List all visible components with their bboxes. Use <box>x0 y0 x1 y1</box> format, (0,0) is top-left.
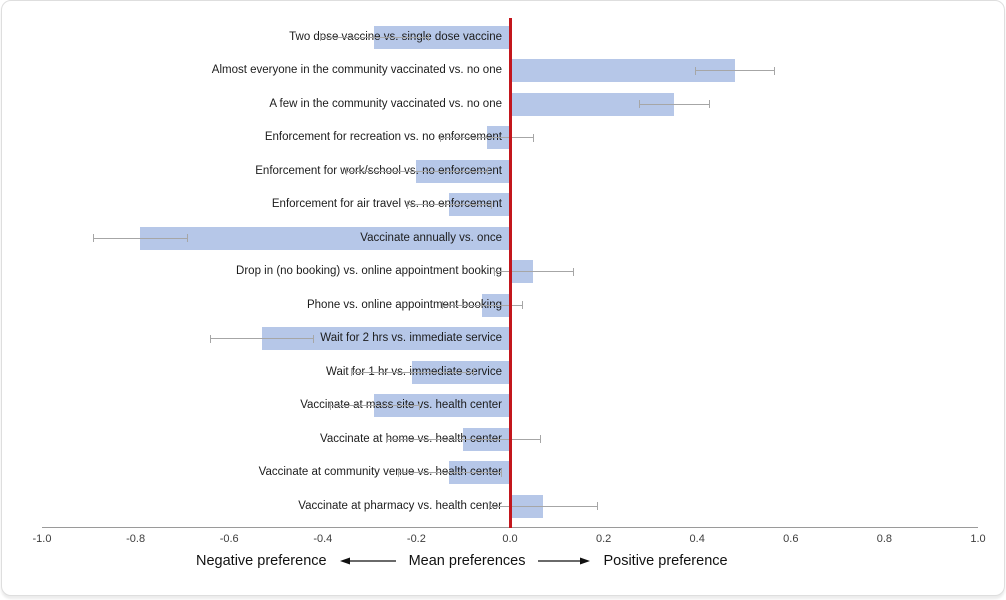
category-label: Phone vs. online appointment booking <box>306 298 502 311</box>
error-bar-cap <box>407 200 409 209</box>
error-bar-cap <box>187 234 189 242</box>
error-bar-cap <box>573 267 575 276</box>
error-bar-cap <box>320 33 322 41</box>
x-tick-label: 0.2 <box>595 532 612 545</box>
error-bar-cap <box>313 334 315 343</box>
error-bar <box>93 237 188 239</box>
error-bar-cap <box>428 33 430 41</box>
category-label: Almost everyone in the community vaccina… <box>211 64 502 76</box>
error-bar <box>694 70 775 71</box>
error-bar-cap <box>329 401 331 410</box>
x-tick-label: 0.4 <box>689 532 705 545</box>
error-bar-cap <box>540 435 542 443</box>
x-tick-label: -1.0 <box>32 532 52 545</box>
error-bar <box>439 137 534 138</box>
error-bar <box>493 271 574 272</box>
error-bar <box>329 405 419 406</box>
category-label: Enforcement for recreation vs. no enforc… <box>264 131 502 143</box>
error-bar-cap <box>708 100 710 108</box>
x-tick-label: -0.6 <box>219 532 239 545</box>
error-bar-cap <box>493 267 495 276</box>
x-tick-label: 0.6 <box>783 532 799 545</box>
error-bar-cap <box>385 435 387 443</box>
left-arrow-icon <box>339 557 396 565</box>
error-bar-cap <box>397 468 399 477</box>
error-bar-cap <box>472 368 474 376</box>
error-bar-cap <box>491 200 493 209</box>
error-bar <box>397 472 501 473</box>
error-bar <box>346 170 487 172</box>
x-tick-label: -0.8 <box>126 532 146 545</box>
bar <box>510 92 674 116</box>
x-tick-label: 1.0 <box>970 532 986 545</box>
category-label: Vaccinate annually vs. once <box>360 231 502 244</box>
error-bar <box>638 103 709 105</box>
error-bar <box>320 36 429 38</box>
error-bar-cap <box>346 167 348 175</box>
bar <box>374 25 510 49</box>
positive-preference-label: Positive preference <box>603 553 728 569</box>
axis-direction-legend: Negative preference Mean preferences Pos… <box>196 553 728 569</box>
category-label: Vaccinate at pharmacy vs. health center <box>298 499 502 512</box>
error-bar-cap <box>439 133 441 142</box>
error-bar-cap <box>521 301 523 309</box>
bar <box>510 59 735 82</box>
mean-preferences-label: Mean preferences <box>408 553 526 569</box>
error-bar-cap <box>694 66 696 75</box>
x-tick-label: -0.4 <box>313 532 333 545</box>
category-label: Vaccinate at community venue vs. health … <box>258 466 502 478</box>
negative-preference-label: Negative preference <box>196 553 327 569</box>
error-bar-cap <box>774 66 776 75</box>
right-arrow-icon <box>538 557 591 565</box>
error-bar-cap <box>93 234 95 242</box>
x-tick-label: 0.0 <box>502 532 518 545</box>
bar <box>261 327 510 350</box>
x-tick-label: 0.8 <box>876 532 893 545</box>
error-bar-cap <box>596 502 598 510</box>
bar <box>140 226 510 250</box>
category-label: Drop in (no booking) vs. online appointm… <box>236 265 502 277</box>
error-bar-cap <box>350 368 352 376</box>
x-tick-label: -0.2 <box>406 532 426 545</box>
error-bar <box>350 371 473 373</box>
category-label: Enforcement for air travel vs. no enforc… <box>271 198 502 210</box>
error-bar <box>407 204 492 205</box>
error-bar <box>385 438 541 440</box>
category-label: Wait for 2 hrs vs. immediate service <box>320 332 502 344</box>
error-bar <box>442 304 522 306</box>
error-bar-cap <box>486 167 488 175</box>
zero-reference-line <box>508 18 512 528</box>
error-bar <box>210 338 314 339</box>
error-bar <box>488 505 597 507</box>
bar <box>374 394 510 417</box>
error-bar-cap <box>500 468 502 477</box>
error-bar-cap <box>418 401 420 410</box>
error-bar-cap <box>533 133 535 142</box>
category-label: A few in the community vaccinated vs. no… <box>269 97 502 110</box>
error-bar-cap <box>488 502 490 510</box>
error-bar-cap <box>442 301 444 309</box>
error-bar-cap <box>638 100 640 108</box>
error-bar-cap <box>210 334 212 343</box>
